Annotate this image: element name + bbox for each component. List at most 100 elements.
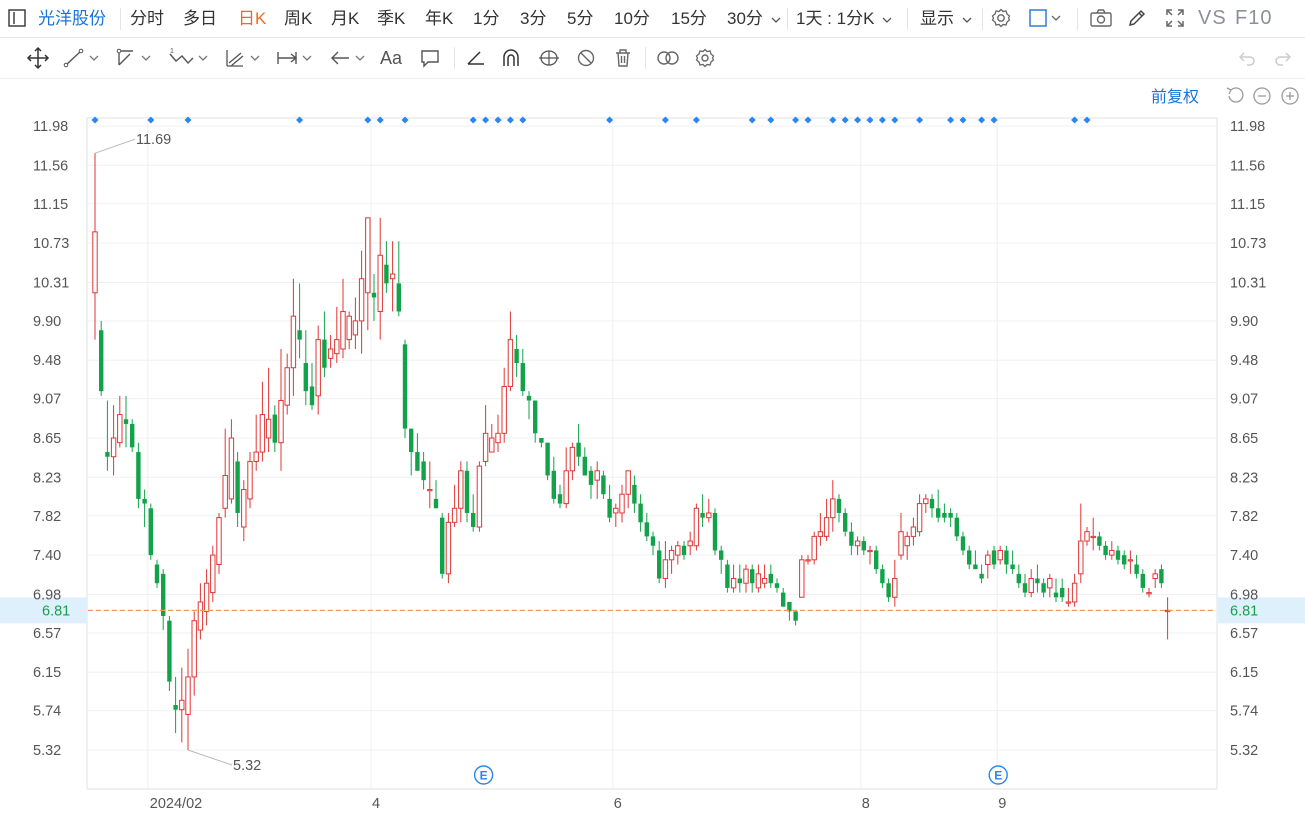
zoom-out-icon[interactable]: [1253, 87, 1271, 105]
tab-5min[interactable]: 5分: [567, 9, 594, 28]
hide-icon[interactable]: [575, 38, 597, 78]
tab-3min[interactable]: 3分: [520, 9, 547, 28]
adjust-label[interactable]: 前复权: [1151, 88, 1199, 106]
settings-icon[interactable]: [694, 38, 716, 78]
candle-body: [985, 554, 991, 565]
y-tick-label: 9.48: [33, 353, 61, 369]
signal-diamond: [364, 116, 372, 124]
text-tool[interactable]: Aa: [380, 38, 402, 78]
overlay-icon[interactable]: [655, 38, 681, 78]
y-axis-right: 11.98 11.56 11.15 10.73 10.31 9.90 9.48 9.07 8.6…: [1230, 119, 1266, 759]
candle-up: [569, 442, 576, 481]
vs-button[interactable]: VS: [1198, 7, 1227, 29]
f10-button[interactable]: F10: [1235, 7, 1273, 29]
candle-body: [817, 531, 824, 537]
tab-day-k[interactable]: 日K: [238, 9, 267, 28]
delete-icon[interactable]: [612, 38, 634, 78]
move-icon[interactable]: [25, 38, 51, 78]
candle-body: [533, 400, 538, 434]
channel-icon: [226, 50, 244, 67]
candle-up: [185, 648, 191, 750]
tab-15min[interactable]: 15分: [671, 9, 707, 28]
tab-1min[interactable]: 1分: [473, 9, 500, 28]
candle-down: [130, 419, 135, 453]
gann-icon[interactable]: [537, 38, 561, 78]
ray-tool[interactable]: [114, 38, 151, 78]
candle-body: [687, 540, 693, 547]
price-badge-right: [1218, 597, 1305, 624]
candle-down: [433, 480, 439, 509]
candle-body: [1053, 592, 1059, 598]
divider: [1077, 8, 1078, 30]
candle-body: [365, 217, 371, 294]
candle-body: [632, 484, 637, 504]
event-marker: E: [988, 765, 1008, 785]
candle-body: [904, 535, 910, 547]
display-dropdown[interactable]: 显示: [920, 0, 972, 37]
reset-icon[interactable]: [1226, 87, 1244, 103]
candle-body: [954, 517, 959, 537]
arrow-tool[interactable]: [328, 38, 365, 78]
candle-body: [942, 512, 947, 518]
candle-down: [582, 447, 587, 476]
line-tool[interactable]: [62, 38, 99, 78]
signal-diamond: [947, 116, 955, 124]
y-tick-label: 7.82: [33, 509, 61, 525]
candle-body: [823, 517, 830, 537]
fullscreen-icon[interactable]: [1164, 0, 1186, 38]
interval-dropdown[interactable]: 1天 : 1分K: [796, 0, 892, 37]
zoom-in-icon[interactable]: [1281, 87, 1299, 105]
channel-tool[interactable]: [223, 38, 260, 78]
candle-body: [284, 367, 290, 406]
redo-icon[interactable]: [1272, 38, 1294, 78]
candle-up: [563, 447, 569, 509]
range-tool[interactable]: [275, 38, 312, 78]
candle-body: [476, 465, 483, 528]
candle-down: [991, 545, 997, 570]
wave-tool[interactable]: 1: [167, 38, 208, 78]
candle-up: [1146, 587, 1152, 598]
candle-down: [960, 531, 966, 556]
divider: [120, 8, 121, 30]
candle-down: [402, 339, 408, 438]
tab-year-k[interactable]: 年K: [425, 9, 454, 28]
candle-up: [830, 480, 836, 532]
pencil-icon[interactable]: [1126, 0, 1148, 38]
signal-diamond: [767, 116, 775, 124]
settings-gear-icon[interactable]: [990, 0, 1012, 38]
candle-down: [843, 508, 848, 537]
tab-quarter-k[interactable]: 季K: [377, 9, 406, 28]
candle-up: [625, 470, 631, 509]
camera-icon[interactable]: [1089, 0, 1113, 38]
line-icon: [63, 48, 84, 68]
candle-body: [507, 339, 514, 387]
candle-body: [836, 498, 842, 513]
arch-icon[interactable]: [500, 38, 522, 78]
candle-down: [421, 452, 426, 490]
period-dropdown[interactable]: 30分: [727, 0, 781, 37]
kline-chart[interactable]: 6.81 6.81 11.98 11.56 11.15 10.73 10.31 9.90 9.…: [0, 78, 1305, 823]
candle-body: [613, 507, 619, 514]
sidebar-toggle-icon[interactable]: [7, 0, 27, 38]
signal-markers: [91, 116, 1091, 124]
candle-body: [278, 400, 284, 444]
candle-body: [557, 494, 563, 504]
tab-10min[interactable]: 10分: [614, 9, 650, 28]
chart-style-dropdown[interactable]: [1028, 0, 1061, 38]
comment-icon[interactable]: [419, 38, 441, 78]
tab-fenshi[interactable]: 分时: [130, 9, 164, 28]
tab-week-k[interactable]: 周K: [284, 9, 313, 28]
angle-icon[interactable]: [465, 38, 487, 78]
candle-body: [1016, 573, 1021, 584]
candle-up: [365, 217, 371, 331]
stock-name[interactable]: 光洋股份: [38, 9, 106, 28]
y-tick-label: 11.56: [33, 158, 68, 174]
drawing-toolbar: 1 Aa: [0, 38, 1305, 79]
candle-body: [440, 517, 445, 574]
candle-body: [730, 578, 737, 589]
y-tick-label: 11.98: [1230, 119, 1265, 135]
undo-icon[interactable]: [1236, 38, 1258, 78]
candle-down: [973, 550, 978, 570]
tab-month-k[interactable]: 月K: [331, 9, 360, 28]
tab-duori[interactable]: 多日: [183, 9, 217, 28]
